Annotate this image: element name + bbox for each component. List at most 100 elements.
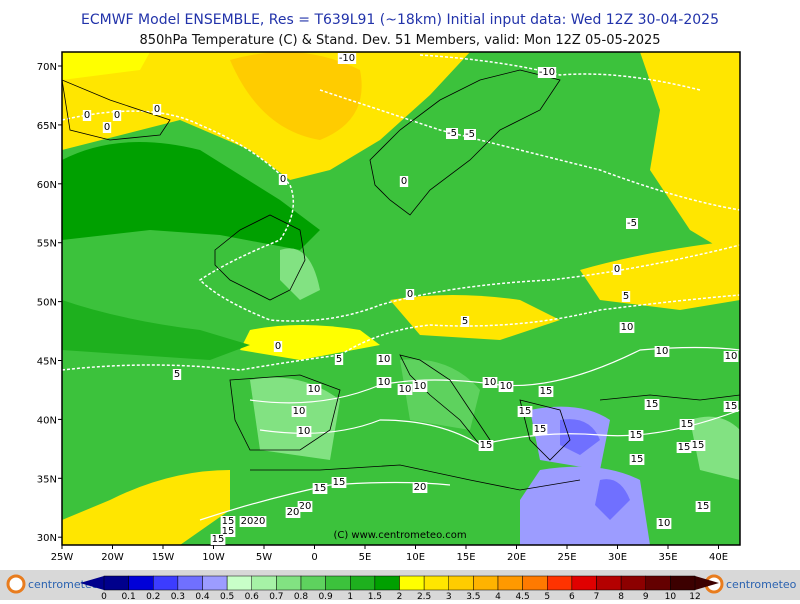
colorbar-label: 2.5 xyxy=(417,592,431,600)
colorbar-label: 8 xyxy=(618,592,624,600)
lat-label: 55N xyxy=(37,239,57,250)
contour-label: 5 xyxy=(174,369,180,380)
lat-label: 70N xyxy=(37,62,57,73)
contour-label: 15 xyxy=(534,424,547,435)
contour-label: 10 xyxy=(378,377,391,388)
contour-label: 0 xyxy=(407,289,413,300)
contour-label: 10 xyxy=(298,426,311,437)
lat-label: 30N xyxy=(37,533,57,544)
colorbar-label: 9 xyxy=(643,592,649,600)
contour-label: 15 xyxy=(333,477,346,488)
colorbar-swatch xyxy=(522,575,548,591)
colorbar-label: 0.6 xyxy=(245,592,260,600)
contour-label: 15 xyxy=(631,454,644,465)
contour-label: 0 xyxy=(84,110,90,121)
lat-label: 45N xyxy=(37,357,57,368)
colorbar-swatch xyxy=(423,575,449,591)
contour-label: 20 xyxy=(241,516,254,527)
contour-label-bg xyxy=(478,440,494,451)
contour-label-bg xyxy=(723,351,739,362)
contour-label: 15 xyxy=(212,534,225,545)
colorbar-swatch xyxy=(473,575,499,591)
contour-label-bg xyxy=(619,322,635,333)
contour-label-bg xyxy=(82,110,92,121)
colorbar-swatch xyxy=(325,575,351,591)
logo-text: centrometeo xyxy=(726,578,797,591)
contour-label-bg xyxy=(612,264,622,275)
contour-label-bg xyxy=(628,430,644,441)
contour-label-bg xyxy=(656,518,672,529)
contour-label: -5 xyxy=(447,128,457,139)
contour-label: 10 xyxy=(293,406,306,417)
colorbar-swatch xyxy=(571,575,597,591)
contour-label-bg xyxy=(210,534,226,545)
contour-label-bg xyxy=(690,440,706,451)
contour-label-bg xyxy=(405,289,415,300)
contour-label-bg xyxy=(251,516,267,527)
colorbar-swatch xyxy=(497,575,523,591)
colorbar-label: 0.3 xyxy=(171,592,185,600)
contour-label-bg xyxy=(220,526,236,537)
lon-label: 5W xyxy=(256,552,272,563)
colorbar-label: 1.5 xyxy=(368,592,382,600)
logo-left: centrometeo xyxy=(6,574,99,594)
lat-label: 35N xyxy=(37,474,57,485)
colorbar-swatch xyxy=(276,575,302,591)
header-subtitle: 850hPa Temperature (C) & Stand. Dev. 51 … xyxy=(139,33,660,48)
colorbar-label: 12 xyxy=(689,592,700,600)
colorbar-swatch xyxy=(399,575,425,591)
colorbar-swatch xyxy=(350,575,376,591)
colorbar-label: 0.8 xyxy=(294,592,309,600)
colorbar-label: 0 xyxy=(101,592,107,600)
contour-label-bg xyxy=(412,381,428,392)
colorbar-label: 3.5 xyxy=(466,592,480,600)
contour-label-bg xyxy=(297,501,313,512)
contour-label: 10 xyxy=(378,354,391,365)
contour-label: 10 xyxy=(308,384,321,395)
contour-label: 15 xyxy=(697,501,710,512)
contour-label: 10 xyxy=(725,351,738,362)
contour-label-bg xyxy=(334,354,344,365)
contour-label-bg xyxy=(644,399,660,410)
colorbar-label: 0.7 xyxy=(269,592,283,600)
contour-label: 10 xyxy=(658,518,671,529)
contour-label-bg xyxy=(172,369,182,380)
contour-label-bg xyxy=(397,384,413,395)
contour-label: 15 xyxy=(519,406,532,417)
contour-label: 15 xyxy=(222,526,235,537)
contour-label: 0 xyxy=(104,122,110,133)
contour-label: 0 xyxy=(275,341,281,352)
contour-label: 0 xyxy=(114,110,120,121)
contour-label-bg xyxy=(273,341,283,352)
watermark: (C) www.centrometeo.com xyxy=(333,530,466,541)
contour-label-bg xyxy=(220,516,236,527)
colorbar-swatch xyxy=(128,575,154,591)
colorbar-swatch xyxy=(202,575,228,591)
contour-label-bg xyxy=(112,110,122,121)
contour-label: 15 xyxy=(678,442,691,453)
colorbar-swatch xyxy=(374,575,400,591)
lon-label: 10W xyxy=(202,552,225,563)
contour-label: 10 xyxy=(621,322,634,333)
contour-label: 15 xyxy=(725,401,738,412)
lon-label: 40E xyxy=(709,552,728,563)
contour-label-bg xyxy=(621,291,631,302)
contour-label-bg xyxy=(278,174,288,185)
colorbar-swatch xyxy=(226,575,252,591)
colorbar-swatch xyxy=(300,575,326,591)
lon-label: 10E xyxy=(406,552,425,563)
contour-label: 10 xyxy=(399,384,412,395)
contour-label-bg xyxy=(676,442,692,453)
contour-label-bg xyxy=(464,129,476,140)
colorbar-label: 4 xyxy=(495,592,501,600)
colorbar-label: 1 xyxy=(347,592,353,600)
lon-label: 35E xyxy=(658,552,677,563)
lon-label: 25W xyxy=(51,552,74,563)
contour-label: 10 xyxy=(414,381,427,392)
contour-label-bg xyxy=(517,406,533,417)
contour-label-bg xyxy=(412,482,428,493)
contour-label-bg xyxy=(337,53,357,64)
colorbar-label: 0.5 xyxy=(220,592,234,600)
contour-label-bg xyxy=(482,377,498,388)
